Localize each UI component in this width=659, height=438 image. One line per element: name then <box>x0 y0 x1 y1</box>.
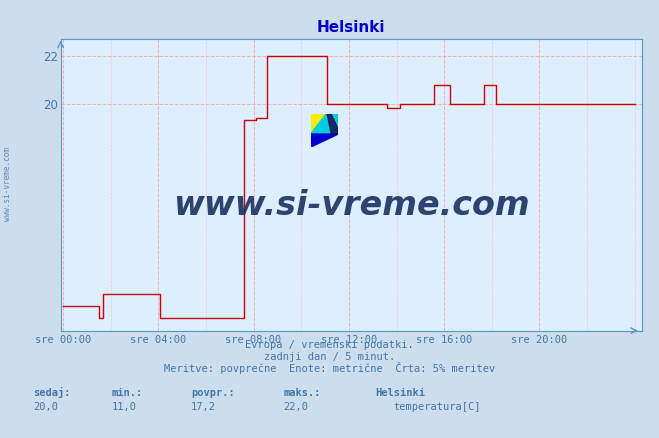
Text: Meritve: povprečne  Enote: metrične  Črta: 5% meritev: Meritve: povprečne Enote: metrične Črta:… <box>164 362 495 374</box>
Text: Helsinki: Helsinki <box>376 389 426 399</box>
Text: temperatura[C]: temperatura[C] <box>393 403 481 413</box>
Polygon shape <box>310 134 338 147</box>
Text: www.si-vreme.com: www.si-vreme.com <box>3 147 13 221</box>
Text: Evropa / vremenski podatki.: Evropa / vremenski podatki. <box>245 340 414 350</box>
Text: 20,0: 20,0 <box>33 403 58 413</box>
Text: min.:: min.: <box>112 389 143 399</box>
Polygon shape <box>327 114 338 134</box>
Text: www.si-vreme.com: www.si-vreme.com <box>173 189 530 222</box>
Text: 17,2: 17,2 <box>191 403 216 413</box>
Polygon shape <box>310 114 326 134</box>
Text: 22,0: 22,0 <box>283 403 308 413</box>
Text: povpr.:: povpr.: <box>191 389 235 399</box>
Title: Helsinki: Helsinki <box>317 21 386 35</box>
Polygon shape <box>310 114 338 134</box>
Text: zadnji dan / 5 minut.: zadnji dan / 5 minut. <box>264 352 395 362</box>
Text: maks.:: maks.: <box>283 389 321 399</box>
Text: sedaj:: sedaj: <box>33 387 71 399</box>
Text: 11,0: 11,0 <box>112 403 137 413</box>
